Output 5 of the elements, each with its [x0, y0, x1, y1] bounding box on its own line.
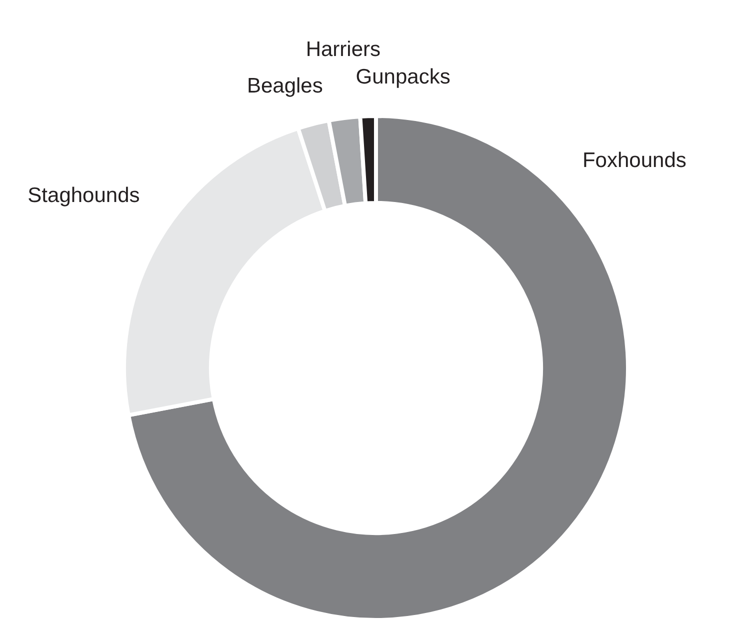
slice-label: Harriers — [306, 38, 380, 62]
slice-label: Foxhounds — [582, 149, 686, 172]
slice-label: Gunpacks — [356, 66, 450, 89]
slice-label: Beagles — [246, 74, 323, 98]
slice-label: Staghounds — [28, 184, 140, 207]
